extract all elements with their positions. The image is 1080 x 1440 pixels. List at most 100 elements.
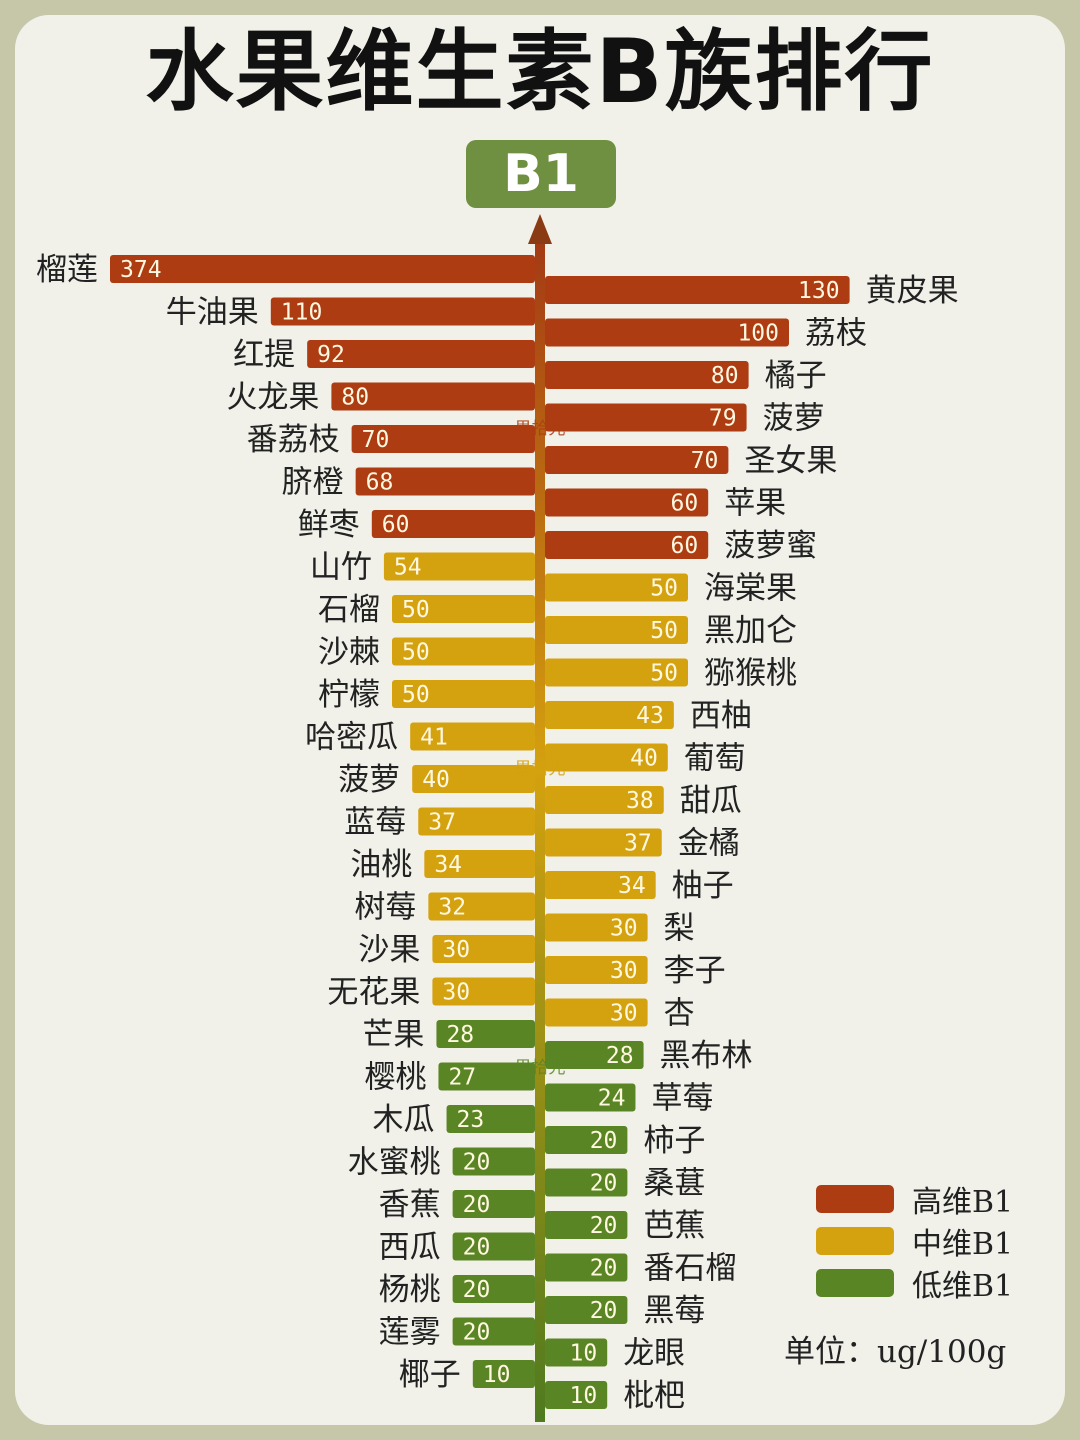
bar-left-22: [452, 1147, 535, 1176]
fruit-label-right-4: 菠萝: [763, 401, 825, 437]
legend: 高维B1 中维B1 低维B1: [816, 1178, 1013, 1304]
legend-item-high: 高维B1: [816, 1178, 1013, 1220]
left-bars: 374 榴莲 110 牛油果 92 红提 80 火龙果 70 番荔枝 68 脐橙 60 鲜枣 54 山竹 50 石…: [36, 252, 535, 1393]
value-label-right-25: 20: [590, 1298, 618, 1324]
bar-right-14: [545, 828, 662, 857]
value-label-left-24: 20: [463, 1235, 491, 1261]
value-label-left-18: 30: [442, 980, 470, 1006]
value-label-right-18: 30: [610, 1001, 638, 1027]
fruit-label-right-23: 芭蕉: [643, 1208, 705, 1244]
value-label-left-26: 20: [463, 1320, 491, 1346]
value-label-left-19: 28: [446, 1022, 474, 1048]
fruit-label-right-7: 菠萝蜜: [724, 528, 817, 564]
value-label-left-4: 80: [341, 385, 369, 411]
bar-left-24: [452, 1232, 535, 1261]
value-label-right-9: 50: [650, 618, 678, 644]
bar-right-9: [545, 616, 688, 644]
fruit-label-left-27: 椰子: [399, 1357, 461, 1393]
value-label-right-21: 20: [590, 1128, 618, 1154]
bar-right-8: [545, 573, 688, 602]
bar-right-1: [545, 276, 850, 304]
value-label-right-19: 28: [606, 1043, 634, 1069]
fruit-label-right-10: 猕猴桃: [704, 656, 797, 692]
value-label-right-8: 50: [650, 576, 678, 602]
bar-right-18: [545, 998, 648, 1027]
fruit-label-left-10: 沙棘: [318, 635, 380, 671]
fruit-label-right-15: 柚子: [672, 868, 734, 904]
bar-left-14: [418, 807, 535, 836]
legend-label-low: 低维B1: [912, 1269, 1014, 1304]
bar-right-11: [545, 701, 674, 729]
fruit-label-left-24: 西瓜: [379, 1230, 441, 1266]
value-label-left-3: 92: [317, 342, 345, 368]
legend-swatch-mid: [816, 1227, 894, 1255]
value-label-left-13: 40: [422, 767, 450, 793]
fruit-label-right-22: 桑葚: [643, 1166, 705, 1202]
bar-left-12: [410, 722, 535, 751]
fruit-label-left-8: 山竹: [310, 550, 372, 586]
value-label-left-14: 37: [428, 810, 456, 836]
bar-right-10: [545, 658, 688, 687]
fruit-label-left-25: 杨桃: [379, 1272, 441, 1308]
fruit-label-left-18: 无花果: [327, 975, 420, 1011]
fruit-label-left-16: 树莓: [354, 890, 416, 926]
legend-label-high: 高维B1: [912, 1185, 1014, 1220]
bar-left-26: [452, 1317, 535, 1346]
value-label-right-6: 60: [670, 491, 698, 517]
fruit-label-right-21: 柿子: [643, 1123, 705, 1159]
fruit-label-right-17: 李子: [664, 953, 726, 989]
value-label-left-9: 50: [402, 597, 430, 623]
fruit-label-right-12: 葡萄: [684, 741, 746, 777]
bar-left-13: [412, 765, 535, 793]
bar-right-2: [545, 318, 789, 347]
bar-left-17: [432, 935, 535, 963]
fruit-label-right-8: 海棠果: [704, 571, 797, 607]
value-label-left-21: 23: [457, 1107, 485, 1133]
bar-left-27: [472, 1360, 535, 1388]
fruit-label-left-26: 莲雾: [379, 1315, 441, 1351]
fruit-label-right-5: 圣女果: [744, 443, 837, 479]
fruit-label-right-16: 梨: [664, 911, 695, 947]
bar-left-19: [436, 1020, 535, 1048]
bar-right-24: [545, 1253, 628, 1282]
bar-right-26: [545, 1338, 608, 1367]
fruit-label-left-6: 脐橙: [282, 465, 344, 501]
page-title: 水果维生素B族排行: [145, 20, 935, 123]
value-label-right-24: 20: [590, 1256, 618, 1282]
fruit-label-right-20: 草莓: [651, 1081, 713, 1117]
bar-right-13: [545, 786, 664, 814]
bar-left-21: [446, 1105, 535, 1133]
bar-right-16: [545, 913, 648, 942]
fruit-label-right-14: 金橘: [678, 826, 740, 862]
value-label-right-14: 37: [624, 831, 652, 857]
watermark-2: 果拾光: [515, 759, 566, 779]
bar-left-5: [351, 425, 535, 453]
value-label-right-15: 34: [618, 873, 646, 899]
watermark-1: 果拾光: [515, 419, 566, 439]
value-label-left-27: 10: [483, 1362, 511, 1388]
value-label-right-17: 30: [610, 958, 638, 984]
bar-left-15: [424, 850, 535, 878]
fruit-label-left-23: 香蕉: [379, 1187, 441, 1223]
fruit-label-left-20: 樱桃: [364, 1060, 426, 1096]
bar-left-9: [392, 595, 535, 623]
fruit-label-left-15: 油桃: [350, 847, 412, 883]
bar-left-16: [428, 892, 535, 921]
fruit-label-left-2: 牛油果: [166, 295, 259, 331]
value-label-left-12: 41: [420, 725, 448, 751]
bar-left-10: [392, 637, 535, 666]
bar-right-22: [545, 1168, 628, 1197]
value-label-left-6: 68: [366, 470, 394, 496]
value-label-right-22: 20: [590, 1171, 618, 1197]
bar-left-3: [307, 340, 535, 368]
bar-left-23: [452, 1190, 535, 1218]
fruit-label-right-1: 黄皮果: [866, 273, 959, 309]
fruit-label-left-21: 木瓜: [373, 1102, 435, 1138]
fruit-label-left-13: 菠萝: [338, 762, 400, 798]
fruit-label-right-9: 黑加仑: [704, 613, 797, 649]
legend-swatch-low: [816, 1269, 894, 1297]
value-label-left-8: 54: [394, 555, 422, 581]
fruit-label-left-22: 水蜜桃: [348, 1145, 441, 1181]
bar-right-3: [545, 361, 749, 389]
